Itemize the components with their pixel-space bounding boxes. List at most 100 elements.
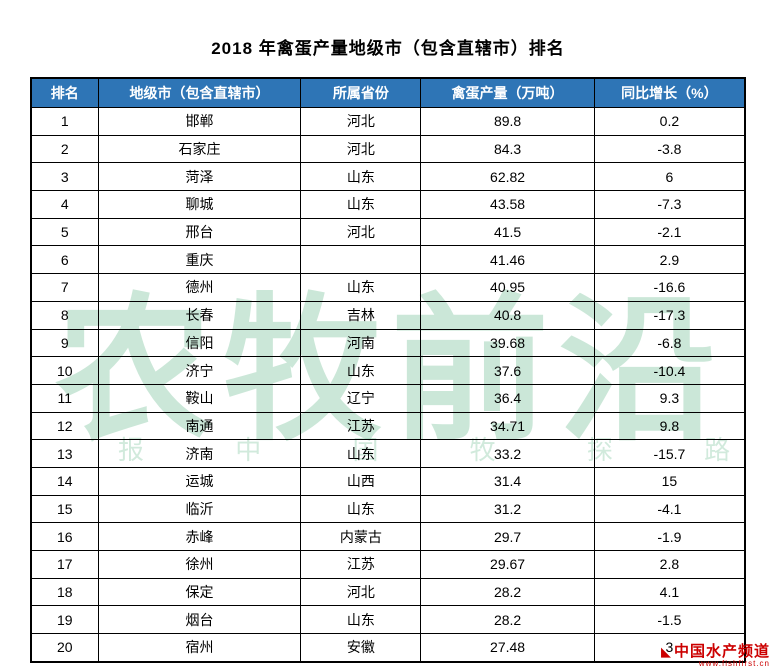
table-cell: 河北 xyxy=(300,134,422,164)
table-body: 1 邯郸 河北 89.8 0.2 2 石家庄 河北 84.3 -3.8 3 菏泽 山东 62.82 6 4 聊城… xyxy=(30,107,746,663)
table-cell: 34.71 xyxy=(420,411,595,441)
table-cell: 运城 xyxy=(97,466,302,496)
table-cell: 聊城 xyxy=(97,190,302,219)
table-cell: 宿州 xyxy=(97,633,302,663)
table-cell: 31.4 xyxy=(420,466,595,496)
table-cell: 84.3 xyxy=(420,134,595,164)
table-row: 19 烟台 山东 28.2 -1.5 xyxy=(30,605,746,635)
table-cell: 0.2 xyxy=(593,107,746,136)
table-cell: 62.82 xyxy=(420,162,595,192)
table-cell: 江苏 xyxy=(300,411,422,441)
page-title: 2018 年禽蛋产量地级市（包含直辖市）排名 xyxy=(211,39,565,58)
table-row: 8 长春 吉林 40.8 -17.3 xyxy=(30,300,746,330)
table-cell: 赤峰 xyxy=(97,522,302,551)
table-cell: -6.8 xyxy=(593,328,746,358)
table-cell: 41.46 xyxy=(420,245,595,275)
table-cell: 15 xyxy=(593,466,746,496)
table-cell: 山西 xyxy=(300,466,422,496)
table-cell: 徐州 xyxy=(97,550,302,579)
column-header: 同比增长（%） xyxy=(593,77,746,108)
table-cell: 安徽 xyxy=(300,633,422,663)
table-row: 12 南通 江苏 34.71 9.8 xyxy=(30,411,746,441)
table-cell: 河北 xyxy=(300,217,422,247)
table-cell: 德州 xyxy=(97,273,302,302)
table-cell: 37.6 xyxy=(420,356,595,385)
table-cell: 4.1 xyxy=(593,577,746,607)
table-cell: 重庆 xyxy=(97,245,302,275)
table-cell: 19 xyxy=(30,605,99,635)
table-row: 5 邢台 河北 41.5 -2.1 xyxy=(30,217,746,247)
fish-logo-icon: ◣ xyxy=(660,643,671,659)
table-cell: -10.4 xyxy=(593,356,746,385)
table-cell: 长春 xyxy=(97,300,302,330)
table-cell: 保定 xyxy=(97,577,302,607)
table-cell: 18 xyxy=(30,577,99,607)
table-cell: 2.9 xyxy=(593,245,746,275)
table-cell: 鞍山 xyxy=(97,383,302,413)
table-cell: 16 xyxy=(30,522,99,551)
table-cell: -1.5 xyxy=(593,605,746,635)
table-cell: 山东 xyxy=(300,494,422,524)
table-row: 18 保定 河北 28.2 4.1 xyxy=(30,577,746,607)
table-cell: 6 xyxy=(593,162,746,192)
table-cell: 内蒙古 xyxy=(300,522,422,551)
table-cell: 菏泽 xyxy=(97,162,302,192)
table-cell: 济宁 xyxy=(97,356,302,385)
table-cell: 山东 xyxy=(300,190,422,219)
table-cell: 江苏 xyxy=(300,550,422,579)
table-cell: 山东 xyxy=(300,605,422,635)
table-cell: 28.2 xyxy=(420,577,595,607)
table-cell: 4 xyxy=(30,190,99,219)
table-cell: 17 xyxy=(30,550,99,579)
table-cell: 山东 xyxy=(300,162,422,192)
ranking-table: 排名 地级市（包含直辖市） 所属省份 禽蛋产量（万吨） 同比增长（%） 1 邯郸 河北 89.… xyxy=(30,77,746,663)
table-cell: -15.7 xyxy=(593,439,746,468)
table-cell: 临沂 xyxy=(97,494,302,524)
table-cell: 3 xyxy=(593,633,746,663)
table-row: 2 石家庄 河北 84.3 -3.8 xyxy=(30,134,746,164)
table-row: 1 邯郸 河北 89.8 0.2 xyxy=(30,107,746,136)
table-cell: -1.9 xyxy=(593,522,746,551)
table-cell: 辽宁 xyxy=(300,383,422,413)
table-cell: 南通 xyxy=(97,411,302,441)
table-cell: 13 xyxy=(30,439,99,468)
table-cell: 40.8 xyxy=(420,300,595,330)
table-cell: 40.95 xyxy=(420,273,595,302)
table-row: 17 徐州 江苏 29.67 2.8 xyxy=(30,550,746,579)
column-header: 地级市（包含直辖市） xyxy=(97,77,302,108)
table-cell: 20 xyxy=(30,633,99,663)
table-cell: -16.6 xyxy=(593,273,746,302)
table-cell: 5 xyxy=(30,217,99,247)
table-cell: 29.67 xyxy=(420,550,595,579)
table-cell: 31.2 xyxy=(420,494,595,524)
site-logo-row: ◣ 中国水产频道 xyxy=(660,643,770,661)
table-cell: 15 xyxy=(30,494,99,524)
table-cell: 9.8 xyxy=(593,411,746,441)
table-row: 20 宿州 安徽 27.48 3 xyxy=(30,633,746,663)
table-cell: 山东 xyxy=(300,273,422,302)
table-cell: 8 xyxy=(30,300,99,330)
column-header: 禽蛋产量（万吨） xyxy=(420,77,595,108)
table-cell: 28.2 xyxy=(420,605,595,635)
table-cell: 信阳 xyxy=(97,328,302,358)
table-cell: 济南 xyxy=(97,439,302,468)
table-header-row: 排名 地级市（包含直辖市） 所属省份 禽蛋产量（万吨） 同比增长（%） xyxy=(30,77,746,108)
table-cell: 2 xyxy=(30,134,99,164)
table-cell: 邢台 xyxy=(97,217,302,247)
table-cell: 33.2 xyxy=(420,439,595,468)
table-row: 3 菏泽 山东 62.82 6 xyxy=(30,162,746,192)
table-row: 4 聊城 山东 43.58 -7.3 xyxy=(30,190,746,219)
table-row: 16 赤峰 内蒙古 29.7 -1.9 xyxy=(30,522,746,551)
table-cell: -4.1 xyxy=(593,494,746,524)
table-row: 6 重庆 41.46 2.9 xyxy=(30,245,746,275)
table-cell xyxy=(300,245,422,275)
table-cell: -7.3 xyxy=(593,190,746,219)
table-cell: 河北 xyxy=(300,577,422,607)
column-header: 排名 xyxy=(30,77,99,108)
table-cell: -17.3 xyxy=(593,300,746,330)
table-cell: 9.3 xyxy=(593,383,746,413)
table-row: 11 鞍山 辽宁 36.4 9.3 xyxy=(30,383,746,413)
table-cell: 43.58 xyxy=(420,190,595,219)
table-row: 13 济南 山东 33.2 -15.7 xyxy=(30,439,746,468)
table-cell: 27.48 xyxy=(420,633,595,663)
